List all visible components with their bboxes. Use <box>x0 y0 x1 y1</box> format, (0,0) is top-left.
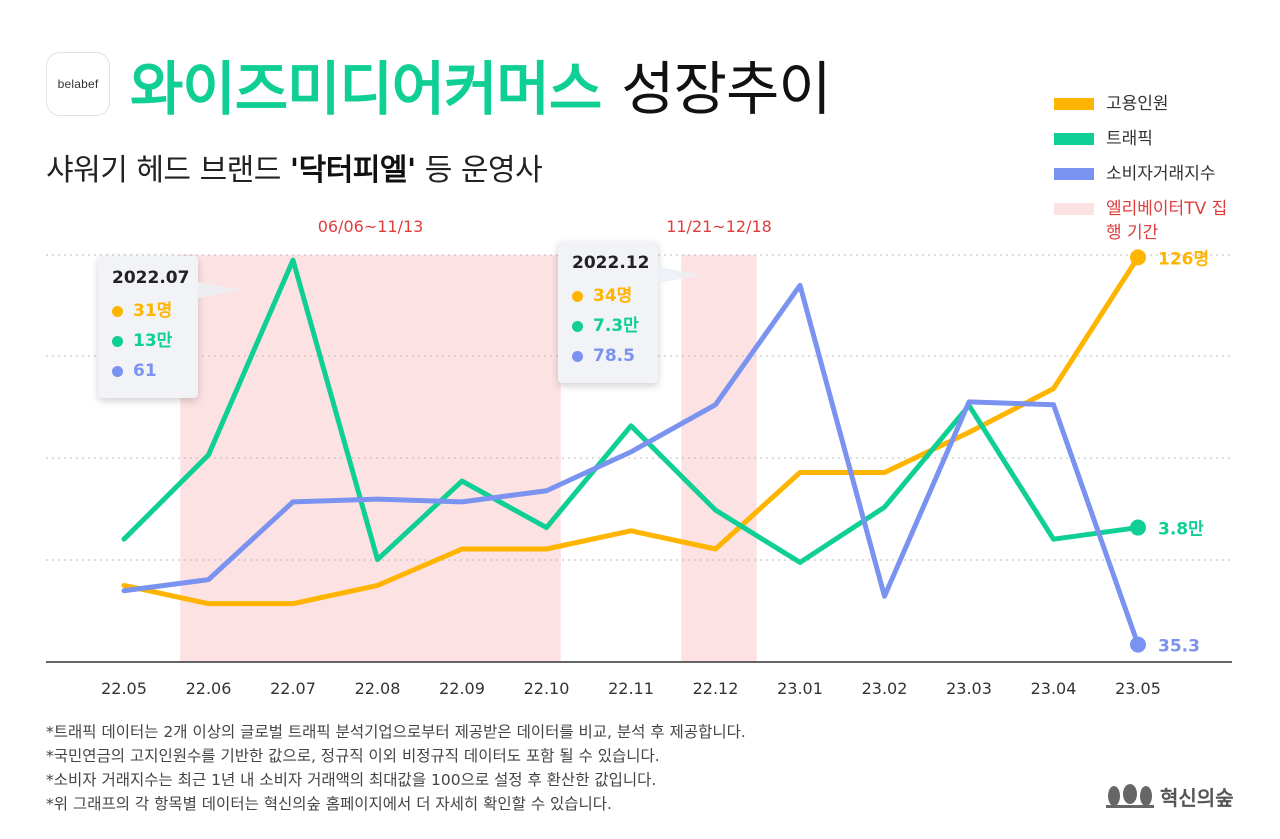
company-logo-text: belabef <box>57 77 99 91</box>
end-value-label: 35.3 <box>1158 637 1200 657</box>
legend-label-period: 엘리베이터TV 집행 기간 <box>1106 199 1228 243</box>
legend-label-index: 소비자거래지수 <box>1106 164 1216 184</box>
subtitle-pre: 샤워기 헤드 브랜드 <box>46 153 290 188</box>
x-tick-label: 22.06 <box>186 679 232 698</box>
end-point-marker <box>1130 636 1146 653</box>
footnote-line: *소비자 거래지수는 최근 1년 내 소비자 거래액의 최대값을 100으로 설… <box>46 771 657 789</box>
end-point-marker <box>1130 519 1146 536</box>
dot-icon <box>572 320 583 332</box>
legend-label-employees: 고용인원 <box>1106 94 1169 114</box>
tooltip-date: 2022.07 <box>112 268 190 288</box>
legend-swatch-period <box>1054 203 1094 215</box>
tooltip-row-index: 78.5 <box>572 341 644 371</box>
company-logo: belabef <box>46 52 110 116</box>
dot-icon <box>112 365 123 377</box>
legend-item-traffic: 트래픽 <box>1054 127 1274 151</box>
tooltip-employees-value: 34명 <box>593 286 633 306</box>
forest-trees-icon <box>1106 783 1154 808</box>
footnote-line: *위 그래프의 각 항목별 데이터는 혁신의숲 홈페이지에서 더 자세히 확인할… <box>46 795 612 813</box>
title-suffix: 성장추이 <box>621 55 831 123</box>
tooltip-row-index: 61 <box>112 356 184 386</box>
footnote-line: *국민연금의 고지인원수를 기반한 값으로, 정규직 이외 비정규직 데이터도 … <box>46 747 660 765</box>
x-tick-label: 22.12 <box>693 679 739 698</box>
footnote-line: *트래픽 데이터는 2개 이상의 글로벌 트래픽 분석기업으로부터 제공받은 데… <box>46 723 746 741</box>
legend-item-index: 소비자거래지수 <box>1054 162 1274 186</box>
footnotes: *트래픽 데이터는 2개 이상의 글로벌 트래픽 분석기업으로부터 제공받은 데… <box>46 720 746 816</box>
x-tick-label: 23.04 <box>1031 679 1077 698</box>
dot-icon <box>112 305 123 317</box>
employees-line <box>121 254 1141 607</box>
tooltip-index-value: 61 <box>133 361 157 381</box>
subtitle-brand: '닥터피엘' <box>289 153 416 188</box>
end-value-label: 3.8만 <box>1158 520 1204 540</box>
tooltip-traffic-value: 13만 <box>133 331 173 351</box>
tooltip-row-employees: 31명 <box>112 296 184 326</box>
end-point-marker <box>1130 249 1146 266</box>
tooltip-2022-07: 2022.07 31명 13만 61 <box>98 256 242 398</box>
x-tick-label: 23.01 <box>777 679 823 698</box>
end-value-label: 126명 <box>1158 249 1209 269</box>
x-tick-label: 22.07 <box>270 679 316 698</box>
x-tick-label: 23.02 <box>862 679 908 698</box>
tooltip-index-value: 78.5 <box>593 346 635 366</box>
x-tick-label: 23.03 <box>946 679 992 698</box>
legend-item-employees: 고용인원 <box>1054 92 1274 116</box>
x-tick-label: 22.11 <box>608 679 654 698</box>
legend-swatch-employees <box>1054 98 1094 110</box>
chart-legend: 고용인원 트래픽 소비자거래지수 엘리베이터TV 집행 기간 <box>1054 92 1274 256</box>
index-line <box>121 282 1141 648</box>
x-tick-label: 22.10 <box>524 679 570 698</box>
brand-mark-text: 혁신의숲 <box>1160 786 1234 810</box>
title-brand-name: 와이즈미디어커머스 <box>130 55 602 123</box>
source-brand-mark: 혁신의숲 <box>1106 782 1234 811</box>
dot-icon <box>572 350 583 362</box>
x-tick-label: 22.09 <box>439 679 485 698</box>
page-subtitle: 샤워기 헤드 브랜드 '닥터피엘' 등 운영사 <box>46 145 543 189</box>
dot-icon <box>112 335 123 347</box>
legend-swatch-traffic <box>1054 133 1094 145</box>
x-tick-label: 22.08 <box>355 679 401 698</box>
page-title: 와이즈미디어커머스 성장추이 <box>130 42 832 126</box>
subtitle-post: 등 운영사 <box>415 153 543 188</box>
tooltip-employees-value: 31명 <box>133 301 173 321</box>
tooltip-date: 2022.12 <box>572 253 650 273</box>
tooltip-traffic-value: 7.3만 <box>593 316 639 336</box>
legend-item-period: 엘리베이터TV 집행 기간 <box>1054 197 1274 245</box>
tooltip-2022-12: 2022.12 34명 7.3만 78.5 <box>558 241 702 383</box>
period-label: 06/06~11/13 <box>318 217 424 236</box>
tooltip-row-employees: 34명 <box>572 281 644 311</box>
x-tick-label: 22.05 <box>101 679 147 698</box>
legend-label-traffic: 트래픽 <box>1106 129 1153 149</box>
tooltip-row-traffic: 13만 <box>112 326 184 356</box>
legend-swatch-index <box>1054 168 1094 180</box>
period-label: 11/21~12/18 <box>666 217 772 236</box>
x-tick-label: 23.05 <box>1115 679 1161 698</box>
tooltip-row-traffic: 7.3만 <box>572 311 644 341</box>
dot-icon <box>572 290 583 302</box>
